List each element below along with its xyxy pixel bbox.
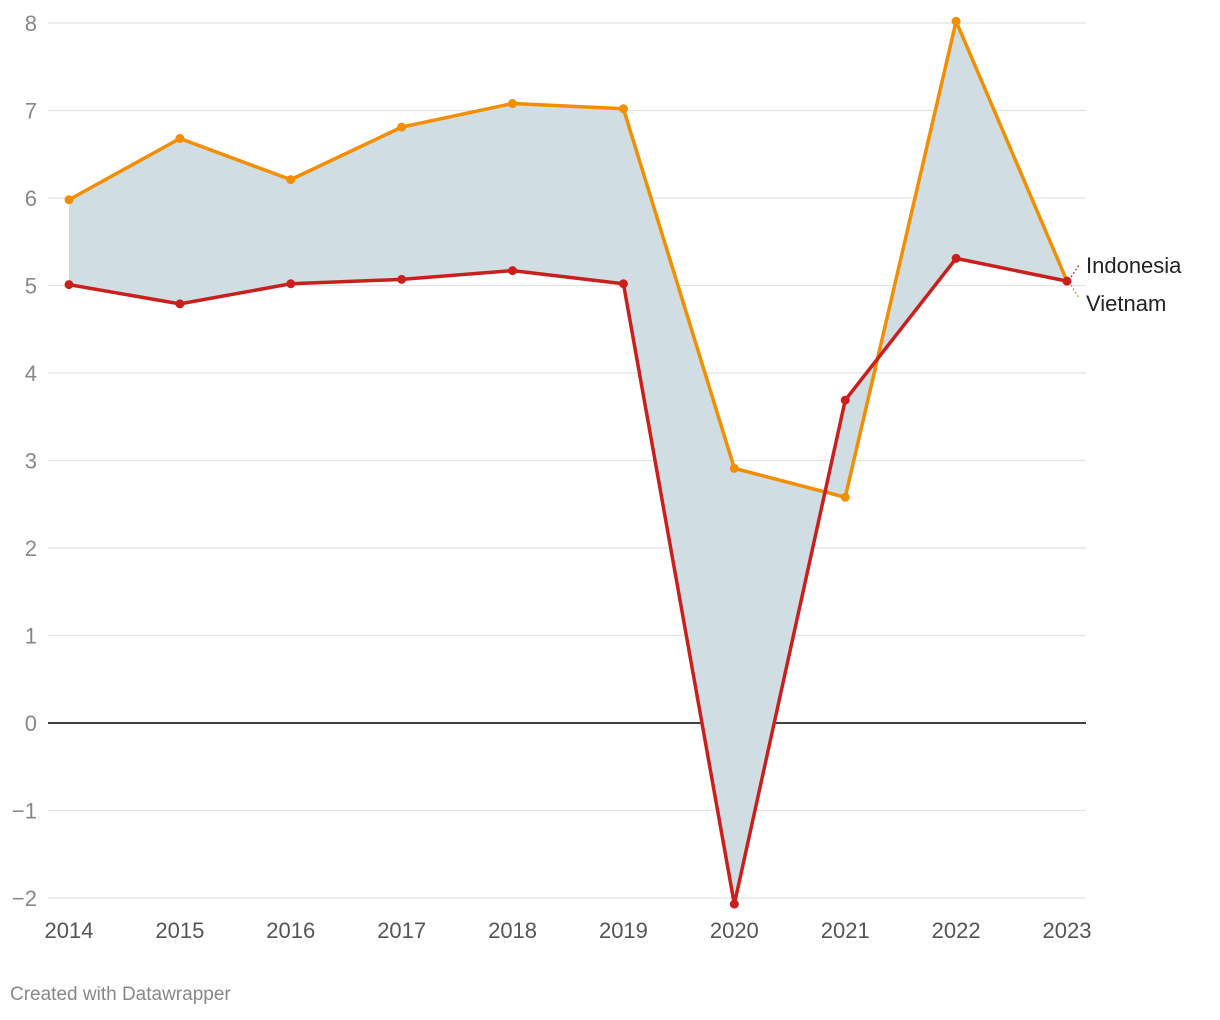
vietnam-line bbox=[67, 19, 1069, 499]
vietnam-point bbox=[286, 175, 296, 185]
indonesia-point bbox=[840, 395, 850, 405]
series-labels: Indonesia Vietnam bbox=[1070, 253, 1182, 316]
credit-text: Created with Datawrapper bbox=[10, 984, 231, 1005]
x-tick-label: 2023 bbox=[1043, 918, 1092, 943]
vietnam-point bbox=[951, 16, 961, 26]
x-axis: 2014 2015 2016 2017 2018 2019 2020 2021 2022 2023 bbox=[45, 918, 1092, 943]
y-tick-label: 7 bbox=[25, 99, 37, 124]
x-tick-label: 2021 bbox=[821, 918, 870, 943]
indonesia-point bbox=[951, 253, 961, 263]
y-tick-label: −1 bbox=[12, 799, 37, 824]
y-tick-label: −2 bbox=[12, 886, 37, 911]
indonesia-point bbox=[508, 266, 518, 276]
x-tick-label: 2017 bbox=[377, 918, 426, 943]
indonesia-label: Indonesia bbox=[1086, 253, 1182, 278]
y-tick-label: 1 bbox=[25, 624, 37, 649]
y-tick-label: 0 bbox=[25, 711, 37, 736]
indonesia-point bbox=[397, 274, 407, 284]
indonesia-point bbox=[1062, 276, 1072, 286]
indonesia-point bbox=[729, 899, 739, 909]
y-tick-label: 2 bbox=[25, 536, 37, 561]
y-axis: 8 7 6 5 4 3 2 1 0 −1 −2 bbox=[12, 11, 37, 911]
x-tick-label: 2014 bbox=[45, 918, 94, 943]
vietnam-label: Vietnam bbox=[1086, 291, 1166, 316]
x-tick-label: 2018 bbox=[488, 918, 537, 943]
y-tick-label: 6 bbox=[25, 186, 37, 211]
area-between-series bbox=[69, 21, 1067, 905]
x-tick-label: 2016 bbox=[266, 918, 315, 943]
y-tick-label: 5 bbox=[25, 274, 37, 299]
y-tick-label: 3 bbox=[25, 449, 37, 474]
indonesia-point bbox=[286, 279, 296, 289]
vietnam-point bbox=[729, 463, 739, 473]
vietnam-point bbox=[175, 134, 185, 143]
indonesia-point bbox=[175, 299, 185, 309]
indonesia-point bbox=[64, 280, 74, 290]
series-points bbox=[64, 16, 1072, 909]
x-tick-label: 2020 bbox=[710, 918, 759, 943]
indonesia-line bbox=[67, 256, 1069, 906]
y-tick-label: 4 bbox=[25, 361, 37, 386]
y-tick-label: 8 bbox=[25, 11, 37, 36]
vietnam-point bbox=[840, 492, 850, 502]
vietnam-point bbox=[618, 104, 628, 114]
indonesia-label-connector bbox=[1070, 264, 1080, 278]
series-lines bbox=[67, 19, 1069, 906]
x-tick-label: 2015 bbox=[155, 918, 204, 943]
vietnam-point bbox=[397, 122, 407, 132]
x-tick-label: 2019 bbox=[599, 918, 648, 943]
indonesia-point bbox=[618, 279, 628, 289]
vietnam-label-connector bbox=[1070, 284, 1080, 299]
vietnam-point bbox=[64, 195, 74, 205]
difference-area bbox=[69, 21, 1067, 905]
vietnam-point bbox=[508, 99, 518, 108]
x-tick-label: 2022 bbox=[932, 918, 981, 943]
